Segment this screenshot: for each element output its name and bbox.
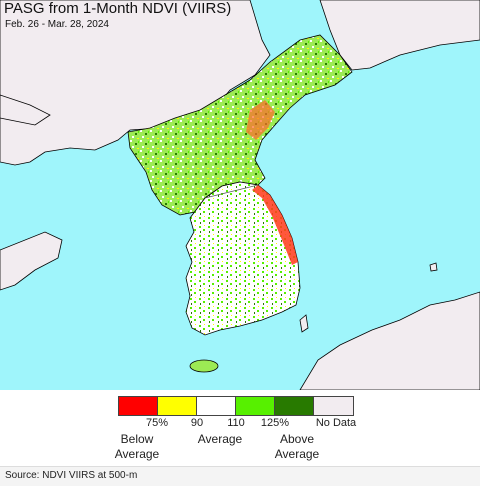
- legend-tick-125: 125%: [260, 417, 290, 429]
- south-korea: [185, 181, 301, 336]
- shandong-peninsula: [0, 231, 63, 291]
- ndvi-map: [0, 0, 480, 390]
- legend-above-average: Above Average: [262, 432, 332, 462]
- map-panel: PASG from 1-Month NDVI (VIIRS) Feb. 26 -…: [0, 0, 480, 390]
- north-korea: [127, 34, 353, 216]
- liaodong-peninsula: [0, 94, 51, 126]
- russia-northeast: [319, 0, 480, 71]
- legend-below-average-text: Below Average: [114, 432, 160, 461]
- legend-swatch-90-110: [197, 397, 236, 415]
- legend-tick-75: 75%: [145, 417, 169, 429]
- below-average-northeast: [246, 100, 275, 140]
- legend-swatch-no-data: [314, 397, 353, 415]
- source-text: Source: NDVI VIIRS at 500-m: [5, 470, 138, 481]
- dmz-border: [204, 184, 259, 199]
- legend-average: Average: [197, 432, 243, 446]
- date-range: Feb. 26 - Mar. 28, 2024: [5, 19, 109, 30]
- legend-color-bar: [118, 396, 354, 416]
- legend-tick-110: 110: [227, 417, 245, 429]
- below-average-east-coast: [252, 185, 298, 265]
- legend-swatch-110-125: [236, 397, 275, 415]
- legend-above-average-text: Above Average: [274, 432, 320, 461]
- legend-swatch-above-125: [275, 397, 314, 415]
- legend-tick-90: 90: [190, 417, 204, 429]
- jeju-island: [189, 359, 219, 373]
- legend: 75% 90 110 125% No Data Below Average Ave…: [0, 390, 480, 466]
- source-footer: Source: NDVI VIIRS at 500-m: [0, 466, 480, 486]
- tsushima-island: [299, 314, 309, 333]
- legend-swatch-below-75: [119, 397, 158, 415]
- map-title: PASG from 1-Month NDVI (VIIRS): [4, 0, 232, 17]
- legend-tick-no-data: No Data: [315, 417, 357, 429]
- legend-swatch-75-90: [158, 397, 197, 415]
- oki-islands: [429, 262, 438, 272]
- japan-kyushu-honshu: [299, 291, 480, 390]
- legend-below-average: Below Average: [102, 432, 172, 462]
